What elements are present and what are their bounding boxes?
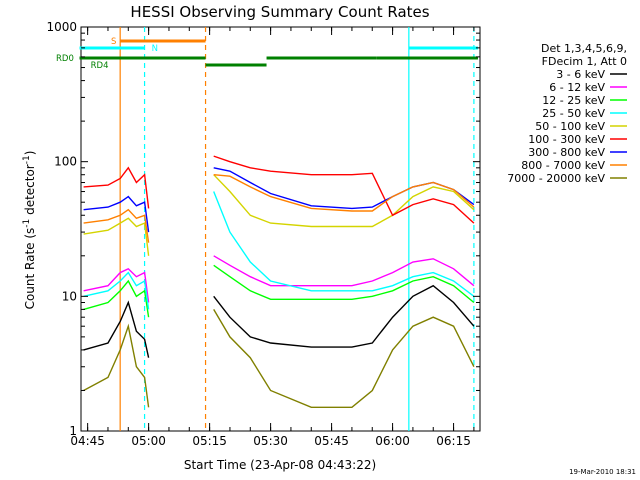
legend: Det 1,3,4,5,6,9, FDecim 1, Att 0 3 - 6 k…: [507, 42, 627, 185]
flag-bars: S N RD0 RD4: [56, 37, 478, 71]
legend-header-line2: FDecim 1, Att 0: [542, 55, 627, 68]
legend-label: 3 - 6 keV: [556, 68, 605, 81]
y-tick-label: 1: [69, 424, 77, 438]
x-tick-label: 04:45: [70, 434, 105, 448]
series-line-5: [213, 155, 475, 224]
flag-label-s: S: [111, 37, 116, 47]
x-tick-label: 05:45: [314, 434, 349, 448]
plot-area: [80, 26, 481, 432]
flag-label-rd0: RD0: [56, 54, 74, 64]
series-line-3: [213, 191, 475, 297]
y-axis-label-part2: detector: [23, 164, 37, 219]
x-tick-label: 05:15: [192, 434, 227, 448]
series-line-6: [83, 195, 150, 233]
series-line-5: [83, 166, 150, 209]
series-line-7: [83, 208, 150, 243]
y-tick-label: 100: [54, 155, 77, 169]
y-axis-label-sup1: -1: [22, 219, 32, 228]
series-line-8: [83, 323, 150, 408]
x-tick-label: 05:30: [253, 434, 288, 448]
y-tick-label: 10: [62, 289, 77, 303]
series-line-1: [83, 267, 150, 303]
series-lines: [83, 155, 475, 408]
legend-label: 7000 - 20000 keV: [507, 172, 605, 185]
legend-label: 25 - 50 keV: [542, 107, 605, 120]
x-tick-label: 06:15: [436, 434, 471, 448]
legend-header-line1: Det 1,3,4,5,6,9,: [541, 42, 627, 55]
series-line-2: [213, 264, 475, 304]
y-axis-label-sup2: -1: [22, 155, 32, 164]
plot-frame: [80, 26, 481, 432]
y-axis-label-part1: Count Rate (s: [23, 228, 37, 310]
x-axis: 04:45 05:00 05:15 05:30 05:45 06:00 06:15: [70, 27, 475, 448]
x-tick-label: 05:00: [131, 434, 166, 448]
series-line-4: [83, 217, 150, 256]
series-line-0: [83, 300, 150, 358]
series-line-2: [83, 279, 150, 318]
x-axis-label: Start Time (23-Apr-08 04:43:22): [184, 458, 376, 472]
series-line-8: [213, 309, 475, 408]
legend-label: 300 - 800 keV: [528, 146, 605, 159]
legend-label: 12 - 25 keV: [542, 94, 605, 107]
y-axis-label: Count Rate (s-1 detector-1): [22, 151, 37, 310]
legend-label: 6 - 12 keV: [549, 81, 605, 94]
x-tick-label: 06:00: [375, 434, 410, 448]
footer-timestamp: 19-Mar-2010 18:31: [569, 468, 636, 476]
legend-label: 50 - 100 keV: [535, 120, 605, 133]
y-axis: 1 10 100 1000: [46, 20, 480, 438]
y-axis-label-part3: ): [23, 151, 37, 156]
series-line-4: [213, 174, 475, 228]
series-line-1: [213, 255, 475, 287]
vertical-marker-lines: [119, 27, 475, 431]
y-tick-label: 1000: [46, 20, 77, 34]
series-line-3: [83, 271, 150, 310]
series-line-0: [213, 284, 475, 348]
flag-label-n: N: [152, 44, 158, 54]
legend-label: 800 - 7000 keV: [521, 159, 605, 172]
series-line-7: [213, 174, 475, 212]
flag-label-rd4: RD4: [91, 61, 109, 71]
chart-title: HESSI Observing Summary Count Rates: [130, 3, 429, 21]
legend-label: 100 - 300 keV: [528, 133, 605, 146]
